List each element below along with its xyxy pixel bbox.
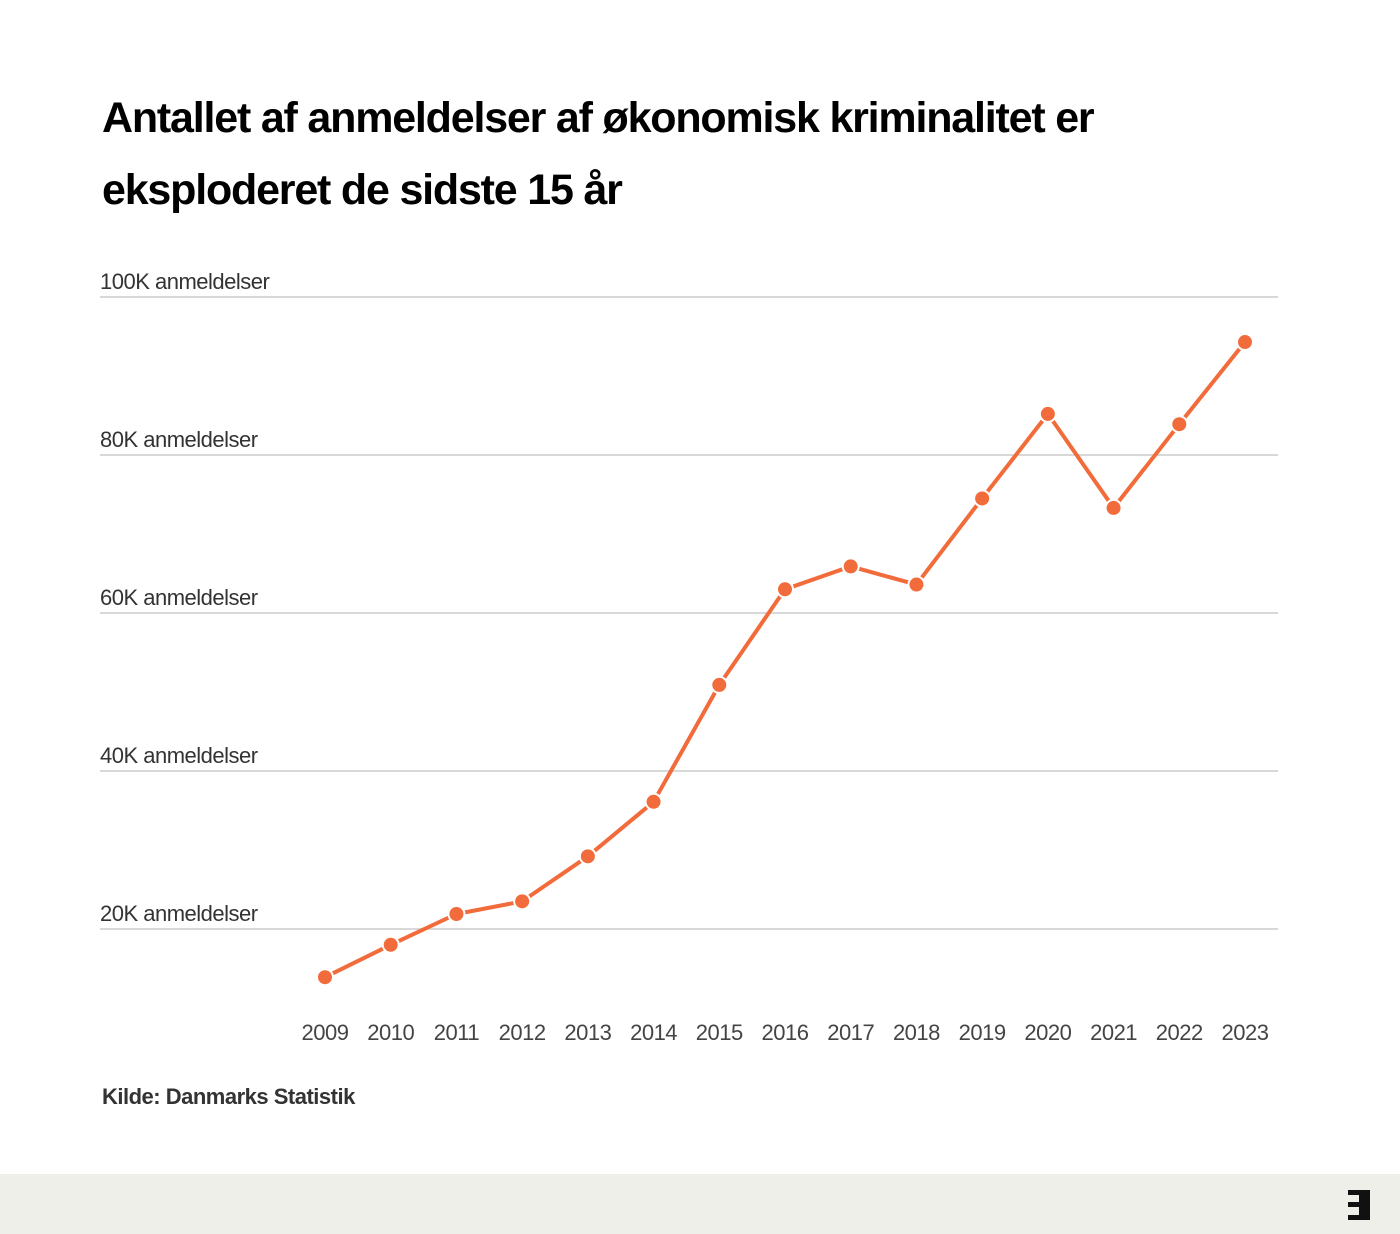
x-tick-label: 2009 xyxy=(302,1020,349,1045)
x-axis-ticks: 2009 2010 2011 2012 2013 2014 2015 2016 2017 2018… xyxy=(302,1020,1270,1045)
data-point xyxy=(710,675,729,694)
x-tick-label: 2014 xyxy=(630,1020,677,1045)
data-series xyxy=(316,333,1254,987)
y-tick-label: 80K anmeldelser xyxy=(100,427,258,452)
x-tick-label: 2017 xyxy=(827,1020,874,1045)
data-point xyxy=(316,968,334,987)
y-tick-label: 100K anmeldelser xyxy=(100,269,270,294)
data-point xyxy=(447,904,466,923)
chart-title: Antallet af anmeldelser af økonomisk kri… xyxy=(102,94,1095,214)
x-tick-label: 2021 xyxy=(1090,1020,1137,1045)
data-point xyxy=(776,580,794,599)
x-tick-label: 2013 xyxy=(564,1020,611,1045)
data-point xyxy=(578,847,597,866)
brand-logo-icon xyxy=(1348,1190,1370,1220)
data-point xyxy=(841,557,860,576)
series-line xyxy=(323,340,1247,980)
y-axis-ticks: 20K anmeldelser 40K anmeldelser 60K anmeld… xyxy=(100,269,270,926)
data-point xyxy=(907,575,926,594)
data-point xyxy=(1038,404,1057,423)
x-tick-label: 2016 xyxy=(762,1020,809,1045)
data-point xyxy=(1236,333,1254,352)
x-tick-label: 2022 xyxy=(1156,1020,1203,1045)
source-note: Kilde: Danmarks Statistik xyxy=(102,1084,355,1109)
footer-bar xyxy=(0,1174,1400,1234)
data-point xyxy=(1104,498,1123,517)
x-tick-label: 2011 xyxy=(434,1020,480,1045)
y-tick-label: 20K anmeldelser xyxy=(100,901,258,926)
data-point xyxy=(644,792,663,811)
data-point xyxy=(1170,415,1189,434)
data-point xyxy=(513,892,532,911)
data-point xyxy=(973,489,992,508)
y-tick-label: 40K anmeldelser xyxy=(100,743,258,768)
x-tick-label: 2023 xyxy=(1222,1020,1269,1045)
x-tick-label: 2010 xyxy=(367,1020,414,1045)
x-tick-label: 2019 xyxy=(959,1020,1006,1045)
y-tick-label: 60K anmeldelser xyxy=(100,585,258,610)
x-tick-label: 2015 xyxy=(696,1020,743,1045)
x-tick-label: 2012 xyxy=(499,1020,546,1045)
x-tick-label: 2018 xyxy=(893,1020,940,1045)
x-tick-label: 2020 xyxy=(1024,1020,1071,1045)
line-chart: 20K anmeldelser 40K anmeldelser 60K anmeld… xyxy=(100,269,1278,1045)
data-point xyxy=(381,935,400,954)
gridlines xyxy=(100,296,1278,930)
